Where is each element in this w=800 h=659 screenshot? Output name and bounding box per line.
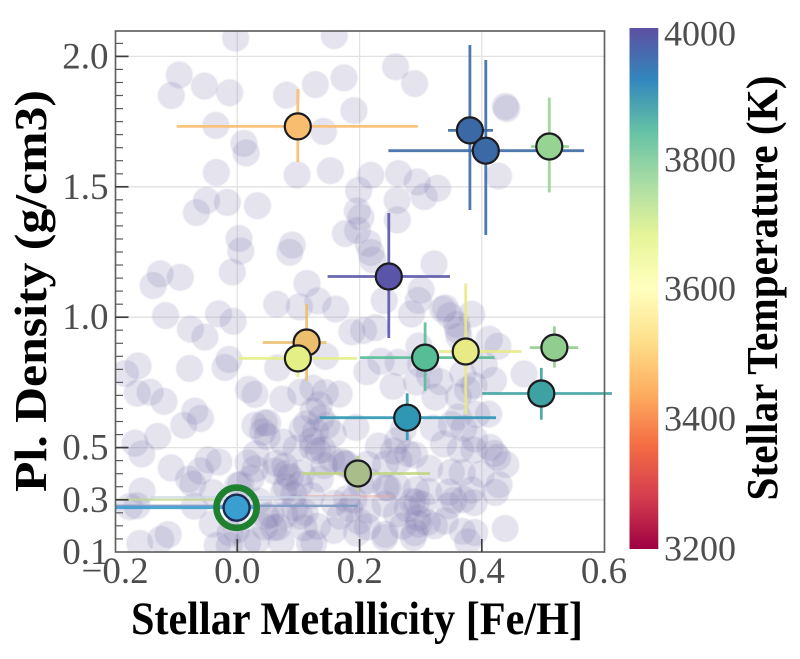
svg-text:0.6: 0.6 xyxy=(581,551,627,592)
svg-text:0.2: 0.2 xyxy=(336,551,382,592)
svg-text:0.1: 0.1 xyxy=(62,532,108,573)
svg-text:Stellar Temperature (K): Stellar Temperature (K) xyxy=(738,76,787,501)
svg-text:3600: 3600 xyxy=(664,269,736,309)
svg-text:2.0: 2.0 xyxy=(62,36,108,77)
svg-text:Stellar Metallicity [Fe/H]: Stellar Metallicity [Fe/H] xyxy=(131,593,583,645)
svg-text:0.3: 0.3 xyxy=(62,480,108,521)
svg-text:0.0: 0.0 xyxy=(214,551,260,592)
svg-text:−0.2: −0.2 xyxy=(82,551,149,592)
svg-text:3400: 3400 xyxy=(664,399,736,439)
svg-text:0.4: 0.4 xyxy=(459,551,505,592)
svg-text:1.0: 1.0 xyxy=(62,297,108,338)
svg-text:3200: 3200 xyxy=(664,529,736,569)
svg-text:Pl. Density (g/cm3): Pl. Density (g/cm3) xyxy=(5,90,56,492)
svg-text:0.5: 0.5 xyxy=(62,428,108,469)
svg-text:4000: 4000 xyxy=(664,14,736,54)
svg-text:3800: 3800 xyxy=(664,140,736,180)
svg-text:1.5: 1.5 xyxy=(62,167,108,208)
